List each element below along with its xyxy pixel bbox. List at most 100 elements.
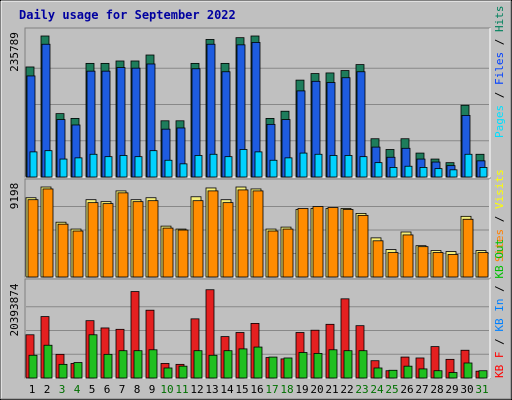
- kbout-bar: [478, 370, 488, 379]
- x-tick-label: 17: [265, 383, 278, 396]
- x-tick-label: 25: [385, 383, 398, 396]
- x-tick-label: 7: [119, 383, 126, 396]
- legend-item: Hits: [493, 6, 506, 33]
- kbout-bar: [133, 350, 143, 379]
- sites-bar: [357, 214, 369, 278]
- sites-bar: [207, 190, 219, 278]
- pages-bar: [74, 157, 83, 178]
- legend-item: Sites: [493, 229, 506, 262]
- sites-bar: [447, 254, 459, 278]
- pages-bar: [449, 169, 458, 178]
- kbout-bar: [373, 367, 383, 379]
- pages-bar: [194, 155, 203, 178]
- kbout-bar: [58, 363, 68, 379]
- sites-bar: [177, 229, 189, 278]
- bars: [25, 35, 489, 379]
- x-tick-label: 4: [74, 383, 81, 396]
- sites-bar: [192, 200, 204, 278]
- sites-bar: [72, 230, 84, 278]
- kbout-bar: [193, 350, 203, 379]
- x-tick-label: 18: [280, 383, 293, 396]
- x-tick-label: 15: [235, 383, 248, 396]
- kbout-bar: [103, 353, 113, 379]
- legend-item: Files: [493, 52, 506, 85]
- pages-bar: [164, 159, 173, 178]
- sites-bar: [477, 252, 489, 278]
- sites-bar: [327, 207, 339, 278]
- pages-bar: [359, 156, 368, 178]
- x-tick-label: 20: [310, 383, 323, 396]
- pages-bar: [239, 149, 248, 178]
- x-tick-label: 30: [460, 383, 473, 396]
- kbout-bar: [388, 369, 398, 379]
- x-tick-label: 2: [44, 383, 51, 396]
- kbout-bar: [118, 350, 128, 379]
- pages-bar: [314, 153, 323, 178]
- sites-bar: [342, 209, 354, 278]
- x-tick-label: 21: [325, 383, 338, 396]
- x-tick-label: 8: [134, 383, 141, 396]
- kbout-bar: [253, 346, 263, 379]
- pages-bar: [374, 162, 383, 178]
- sites-bar: [312, 206, 324, 278]
- sites-bar: [222, 202, 234, 278]
- x-tick-label: 1: [29, 383, 36, 396]
- kbout-bar: [418, 368, 428, 379]
- pages-bar: [344, 155, 353, 178]
- x-tick-label: 16: [250, 383, 263, 396]
- kbout-bar: [88, 334, 98, 379]
- legend-separator: /: [493, 32, 506, 52]
- pages-bar: [29, 151, 38, 178]
- legend-item: KB Out: [493, 239, 506, 279]
- x-tick-label: 3: [59, 383, 66, 396]
- kbout-bar: [238, 348, 248, 379]
- x-tick-label: 28: [430, 383, 443, 396]
- x-tick-label: 27: [415, 383, 428, 396]
- x-tick-label: 22: [340, 383, 353, 396]
- pages-bar: [44, 150, 53, 178]
- legend-panel-2: Sites / Visits: [493, 169, 506, 262]
- legend-separator: /: [493, 209, 506, 229]
- sites-bar: [132, 201, 144, 278]
- x-tick-label: 9: [149, 383, 156, 396]
- pages-bar: [419, 167, 428, 178]
- sites-bar: [87, 202, 99, 278]
- legend-separator: /: [493, 85, 506, 105]
- legend-item: Pages: [493, 105, 506, 138]
- kbout-bar: [328, 349, 338, 379]
- sites-bar: [102, 203, 114, 278]
- legend-separator: /: [493, 332, 506, 352]
- sites-bar: [27, 199, 39, 278]
- kbout-bar: [433, 370, 443, 379]
- legend-item: KB In: [493, 299, 506, 332]
- x-tick-label: 19: [295, 383, 308, 396]
- x-axis-labels: 1 2 3 4 5 6 7 8 9 10 11 12 13 14 15 16 17 18 19 20 21 22 23 24 2…: [29, 383, 489, 396]
- pages-bar: [179, 163, 188, 178]
- pages-bar: [134, 156, 143, 178]
- pages-bar: [434, 168, 443, 178]
- kbout-bar: [463, 362, 473, 379]
- pages-bar: [89, 153, 98, 178]
- x-tick-label: 24: [370, 383, 384, 396]
- pages-bar: [254, 151, 263, 178]
- kbout-bar: [43, 344, 53, 379]
- pages-bar: [119, 155, 128, 178]
- x-tick-label: 12: [190, 383, 203, 396]
- kbout-bar: [358, 350, 368, 379]
- sites-bar: [402, 234, 414, 278]
- pages-bar: [59, 158, 68, 178]
- kbout-bar: [283, 357, 293, 379]
- pages-bar: [284, 157, 293, 178]
- pages-bar: [329, 155, 338, 178]
- kbout-bar: [163, 367, 173, 379]
- pages-bar: [104, 156, 113, 178]
- pages-bar: [299, 152, 308, 178]
- kbout-bar: [148, 349, 158, 379]
- x-tick-label: 29: [445, 383, 458, 396]
- pages-bar: [209, 153, 218, 178]
- x-tick-label: 11: [175, 383, 188, 396]
- kbout-bar: [448, 372, 458, 379]
- pages-bar: [479, 167, 488, 178]
